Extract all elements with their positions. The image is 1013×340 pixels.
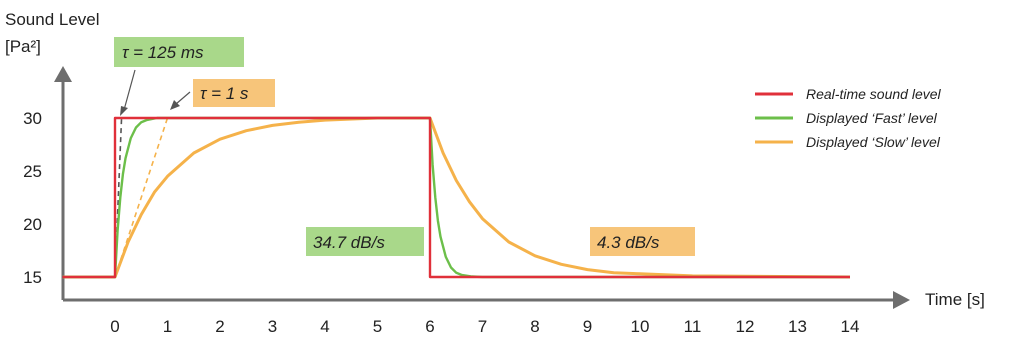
x-axis-arrow [893, 291, 910, 309]
x-tick-label: 5 [373, 317, 382, 336]
rate-slow-label: 4.3 dB/s [597, 233, 660, 252]
x-tick-label: 11 [684, 317, 702, 336]
legend-label: Displayed ‘Slow’ level [806, 134, 941, 150]
legend-label: Real-time sound level [806, 86, 942, 102]
y-axis-arrow [54, 66, 72, 82]
x-tick-label: 10 [631, 317, 650, 336]
x-tick-label: 12 [736, 317, 755, 336]
y-axis-title: Sound Level [5, 10, 100, 29]
tau-slow-box [193, 79, 275, 107]
tau-slow-pointer [175, 91, 191, 105]
x-tick-label: 6 [425, 317, 434, 336]
x-tick-label: 4 [320, 317, 329, 336]
y-axis-unit: [Pa²] [5, 37, 41, 56]
tau-slow-pointer-head [170, 100, 180, 110]
x-tick-label: 1 [163, 317, 172, 336]
series-line-real [62, 116, 850, 279]
y-tick-label: 30 [23, 109, 42, 128]
x-tick-label: 13 [788, 317, 807, 336]
series-line-fast [62, 116, 850, 279]
tau-slow-label: τ = 1 s [200, 84, 249, 103]
x-tick-label: 8 [530, 317, 539, 336]
x-tick-label: 7 [478, 317, 487, 336]
y-tick-label: 15 [23, 268, 42, 287]
y-tick-label: 20 [23, 215, 42, 234]
x-tick-label: 14 [841, 317, 860, 336]
y-tick-label: 25 [23, 162, 42, 181]
x-axis-title: Time [s] [925, 290, 985, 309]
x-tick-label: 9 [583, 317, 592, 336]
tau-fast-label: τ = 125 ms [122, 43, 204, 62]
rate-fast-box [306, 227, 424, 256]
x-tick-label: 2 [215, 317, 224, 336]
tau-fast-pointer [123, 69, 136, 111]
tau-fast-box [114, 37, 244, 67]
legend-label: Displayed ‘Fast’ level [806, 110, 938, 126]
x-tick-label: 3 [268, 317, 277, 336]
series-line-slow [62, 116, 851, 279]
tau-fast-pointer-head [120, 106, 128, 116]
rate-slow-box [590, 227, 695, 256]
rate-fast-label: 34.7 dB/s [313, 233, 385, 252]
legend: Real-time sound level Displayed ‘Fast’ le… [755, 86, 942, 150]
x-tick-label: 0 [110, 317, 119, 336]
